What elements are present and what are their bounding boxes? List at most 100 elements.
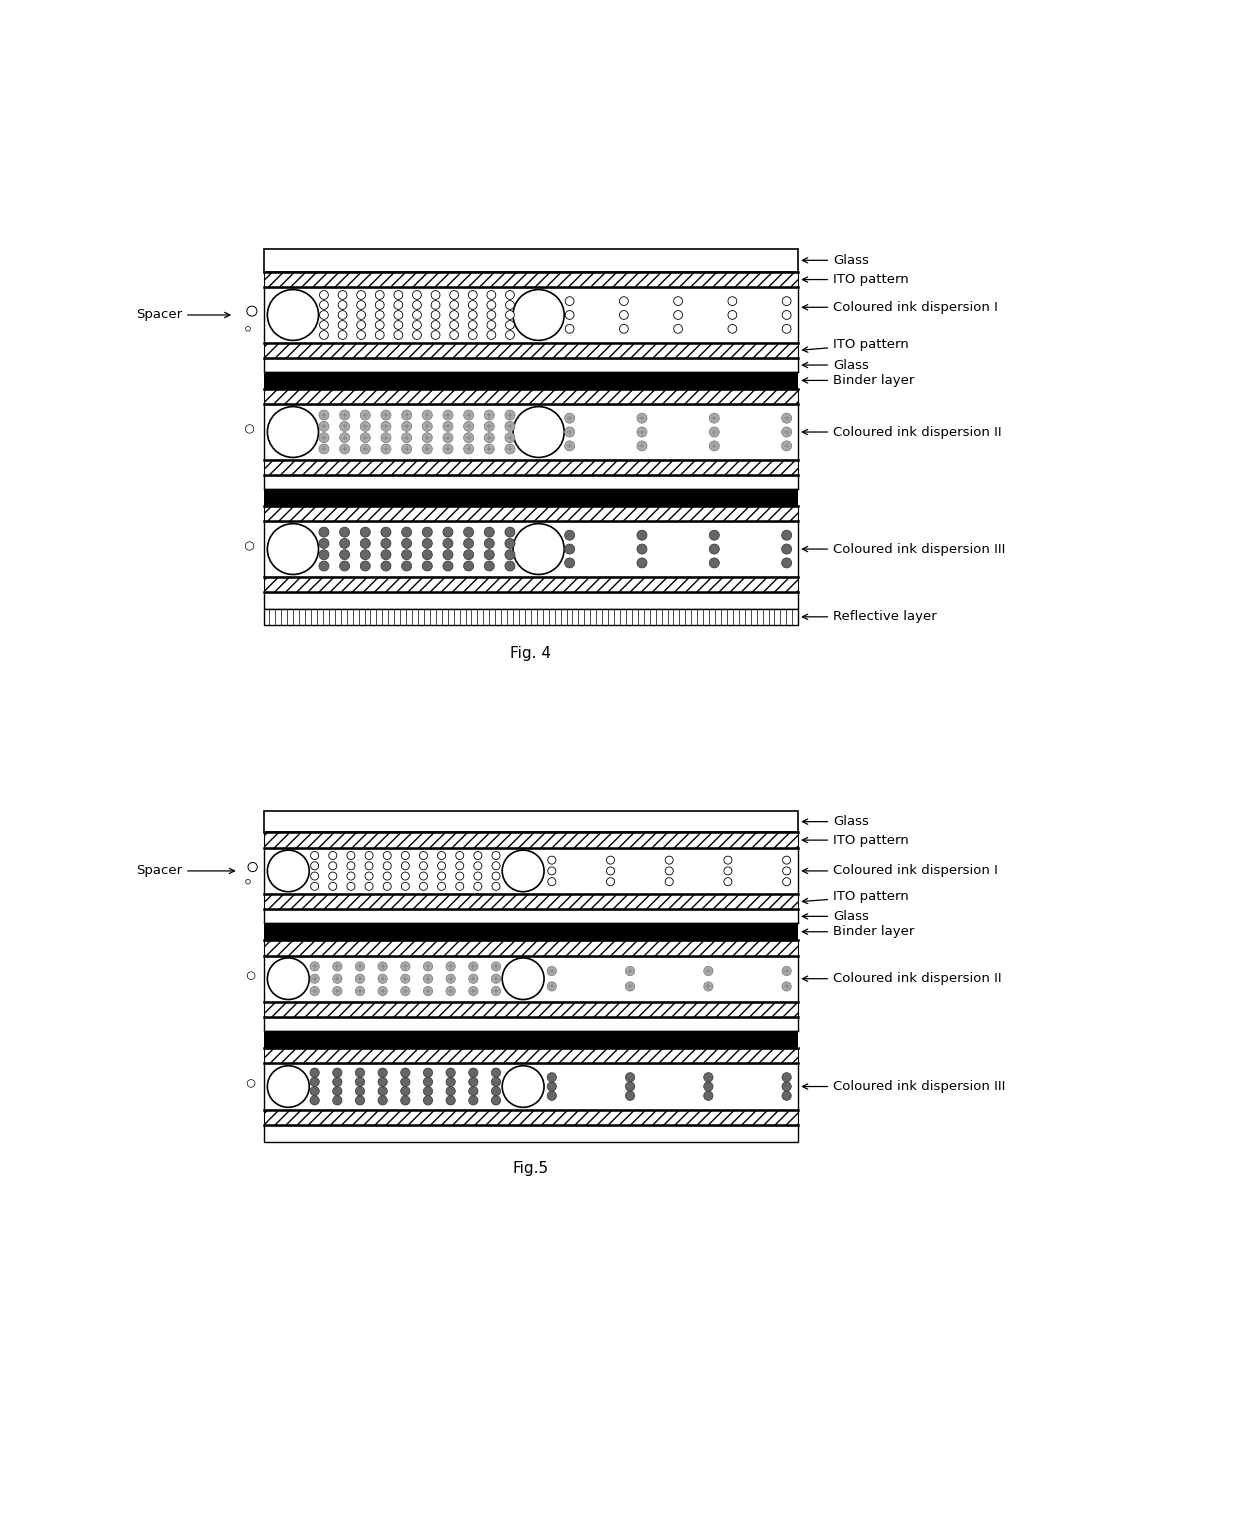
Circle shape <box>469 310 477 319</box>
Circle shape <box>443 443 453 454</box>
Circle shape <box>247 1080 255 1088</box>
Circle shape <box>376 321 384 330</box>
Circle shape <box>446 1077 455 1086</box>
Circle shape <box>419 862 428 870</box>
Circle shape <box>319 528 329 537</box>
Circle shape <box>340 528 350 537</box>
Circle shape <box>709 545 719 554</box>
Circle shape <box>423 1095 433 1104</box>
Circle shape <box>456 862 464 870</box>
Circle shape <box>402 528 412 537</box>
Text: Glass: Glass <box>802 910 869 923</box>
Circle shape <box>564 413 574 423</box>
Circle shape <box>381 422 391 431</box>
Circle shape <box>492 871 500 881</box>
Circle shape <box>443 433 453 443</box>
Circle shape <box>625 1081 635 1091</box>
Circle shape <box>487 321 496 330</box>
Circle shape <box>419 882 428 890</box>
Ellipse shape <box>502 1066 544 1108</box>
Circle shape <box>423 561 433 571</box>
Circle shape <box>637 531 647 540</box>
Circle shape <box>246 542 254 551</box>
Circle shape <box>709 426 719 437</box>
Bar <box>263 1063 799 1109</box>
Circle shape <box>339 321 347 330</box>
Circle shape <box>485 410 495 420</box>
Circle shape <box>491 1068 501 1077</box>
Circle shape <box>548 867 556 874</box>
Circle shape <box>450 321 459 330</box>
Circle shape <box>637 440 647 451</box>
Circle shape <box>485 443 495 454</box>
Circle shape <box>446 986 455 996</box>
Circle shape <box>450 301 459 310</box>
Circle shape <box>310 1068 319 1077</box>
Circle shape <box>423 962 433 971</box>
Bar <box>263 577 799 592</box>
Circle shape <box>446 962 455 971</box>
Circle shape <box>419 871 428 881</box>
Circle shape <box>625 982 635 991</box>
Circle shape <box>402 561 412 571</box>
Circle shape <box>492 882 500 890</box>
Circle shape <box>357 321 366 330</box>
Bar <box>263 357 799 371</box>
Ellipse shape <box>268 957 309 1000</box>
Circle shape <box>782 982 791 991</box>
Circle shape <box>456 851 464 859</box>
Circle shape <box>443 528 453 537</box>
Circle shape <box>606 867 615 874</box>
Circle shape <box>394 331 403 339</box>
Circle shape <box>564 545 574 554</box>
Circle shape <box>782 310 791 319</box>
Circle shape <box>401 1077 410 1086</box>
Circle shape <box>402 433 412 443</box>
Circle shape <box>781 558 791 568</box>
Circle shape <box>446 974 455 983</box>
Circle shape <box>469 1086 477 1095</box>
Bar <box>263 1002 799 1017</box>
Circle shape <box>332 1077 342 1086</box>
Circle shape <box>782 1091 791 1100</box>
Circle shape <box>340 443 350 454</box>
Ellipse shape <box>268 523 319 574</box>
Circle shape <box>329 871 337 881</box>
Circle shape <box>443 561 453 571</box>
Circle shape <box>423 422 433 431</box>
Circle shape <box>401 974 410 983</box>
Circle shape <box>781 440 791 451</box>
Circle shape <box>565 325 574 333</box>
Circle shape <box>356 1068 365 1077</box>
Circle shape <box>456 882 464 890</box>
Circle shape <box>432 321 440 330</box>
Circle shape <box>319 433 329 443</box>
Circle shape <box>423 549 433 560</box>
Circle shape <box>378 1095 387 1104</box>
Circle shape <box>703 966 713 976</box>
Circle shape <box>423 1086 433 1095</box>
Circle shape <box>320 301 329 310</box>
Circle shape <box>319 422 329 431</box>
Bar <box>263 1109 799 1124</box>
Circle shape <box>432 290 440 299</box>
Circle shape <box>423 1068 433 1077</box>
Circle shape <box>423 1077 433 1086</box>
Circle shape <box>505 410 515 420</box>
Circle shape <box>491 1086 501 1095</box>
Circle shape <box>247 973 255 980</box>
Text: Coloured ink dispersion II: Coloured ink dispersion II <box>802 973 1002 985</box>
Circle shape <box>356 1086 365 1095</box>
Bar <box>263 390 799 405</box>
Circle shape <box>450 290 459 299</box>
Circle shape <box>310 986 319 996</box>
Circle shape <box>782 966 791 976</box>
Circle shape <box>340 433 350 443</box>
Circle shape <box>320 290 329 299</box>
Circle shape <box>413 290 422 299</box>
Circle shape <box>456 871 464 881</box>
Circle shape <box>464 433 474 443</box>
Circle shape <box>637 558 647 568</box>
Circle shape <box>469 331 477 339</box>
Circle shape <box>487 310 496 319</box>
